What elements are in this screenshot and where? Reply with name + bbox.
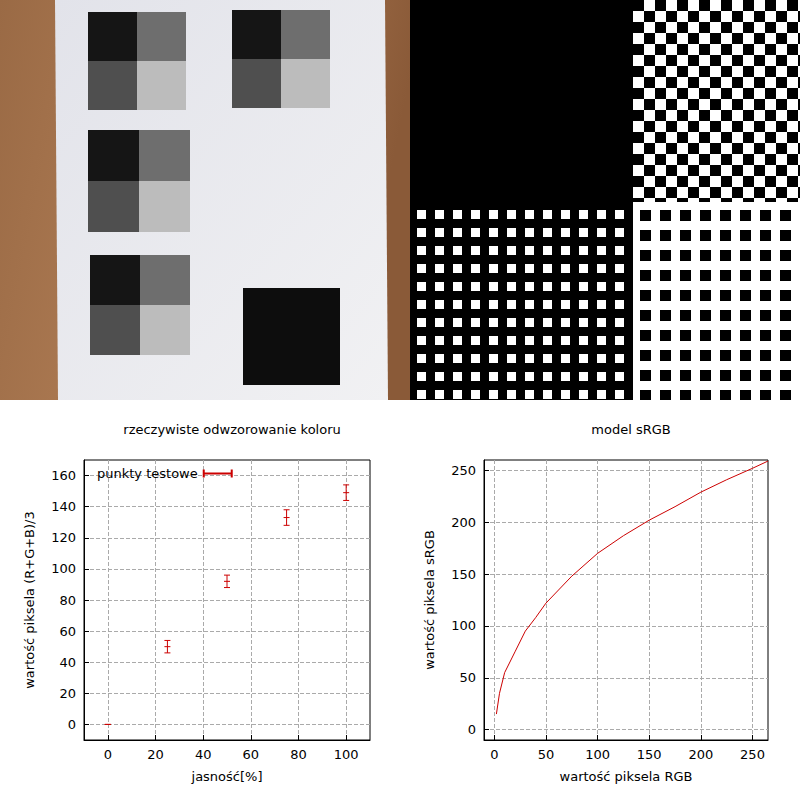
svg-text:200: 200 — [688, 747, 713, 762]
svg-text:100: 100 — [334, 747, 359, 762]
svg-text:60: 60 — [59, 624, 76, 639]
svg-text:150: 150 — [637, 747, 662, 762]
svg-text:punkty testowe: punkty testowe — [97, 466, 198, 481]
svg-text:100: 100 — [451, 618, 476, 633]
svg-text:40: 40 — [59, 655, 76, 670]
svg-text:120: 120 — [51, 530, 76, 545]
svg-text:200: 200 — [451, 515, 476, 530]
svg-text:50: 50 — [459, 670, 476, 685]
svg-text:0: 0 — [68, 717, 76, 732]
svg-text:150: 150 — [451, 567, 476, 582]
svg-text:rzeczywiste odwzorowanie kolor: rzeczywiste odwzorowanie koloru — [123, 422, 340, 437]
svg-text:100: 100 — [585, 747, 610, 762]
svg-text:250: 250 — [451, 463, 476, 478]
svg-text:80: 80 — [290, 747, 307, 762]
svg-text:160: 160 — [51, 468, 76, 483]
svg-text:0: 0 — [468, 722, 476, 737]
svg-text:0: 0 — [104, 747, 112, 762]
svg-text:140: 140 — [51, 499, 76, 514]
svg-text:40: 40 — [195, 747, 212, 762]
svg-text:100: 100 — [51, 561, 76, 576]
svg-text:jasność[%]: jasność[%] — [191, 769, 263, 784]
svg-text:0: 0 — [490, 747, 498, 762]
svg-text:50: 50 — [538, 747, 555, 762]
svg-text:20: 20 — [147, 747, 164, 762]
svg-text:250: 250 — [740, 747, 765, 762]
svg-text:60: 60 — [243, 747, 260, 762]
svg-text:model sRGB: model sRGB — [591, 422, 670, 437]
svg-text:wartość piksela sRGB: wartość piksela sRGB — [422, 530, 437, 670]
svg-text:wartość piksela (R+G+B)/3: wartość piksela (R+G+B)/3 — [22, 511, 37, 689]
svg-text:20: 20 — [59, 686, 76, 701]
svg-text:wartość piksela RGB: wartość piksela RGB — [560, 769, 693, 784]
svg-text:80: 80 — [59, 593, 76, 608]
